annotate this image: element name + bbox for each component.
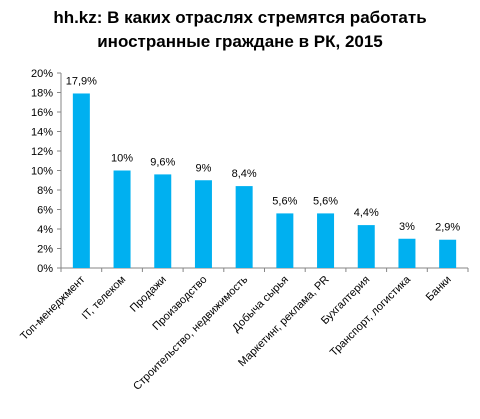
bar [317, 213, 335, 268]
y-tick-label: 6% [37, 205, 53, 217]
data-label: 10% [111, 153, 133, 165]
data-label: 9% [195, 162, 211, 174]
category-label: Транспорт, логистика [328, 273, 414, 359]
bar [235, 186, 253, 268]
category-label: Банки [424, 274, 454, 304]
chart-title-line-1: hh.kz: В каких отраслях стремятся работа… [53, 8, 427, 27]
bar [439, 239, 457, 268]
data-label: 3% [399, 221, 415, 233]
y-tick-label: 20% [31, 68, 53, 80]
chart-title: hh.kz: В каких отраслях стремятся работа… [0, 6, 480, 54]
chart-title-line-2: иностранные граждане в РК, 2015 [97, 32, 383, 51]
data-label: 2,9% [435, 222, 460, 234]
data-label: 5,6% [272, 195, 297, 207]
y-tick-label: 4% [37, 224, 53, 236]
category-label: Продажи [128, 274, 169, 315]
data-label: 4,4% [354, 207, 379, 219]
bar [357, 225, 375, 268]
y-tick-label: 8% [37, 185, 53, 197]
data-label: 5,6% [313, 195, 338, 207]
data-label: 9,6% [150, 156, 175, 168]
y-tick-label: 2% [37, 244, 53, 256]
bar [72, 93, 90, 268]
bar [154, 174, 172, 268]
bar [194, 180, 212, 268]
bar [113, 170, 131, 268]
y-tick-label: 18% [31, 88, 53, 100]
category-label: Топ-менеджмент [18, 274, 87, 343]
data-label: 8,4% [232, 168, 257, 180]
data-label: 17,9% [66, 75, 97, 87]
bar [276, 213, 294, 268]
y-tick-label: 12% [31, 146, 53, 158]
y-tick-label: 16% [31, 107, 53, 119]
bar [398, 238, 416, 268]
y-tick-label: 10% [31, 166, 53, 178]
category-label: IT, телеком [80, 274, 128, 322]
y-tick-label: 0% [37, 263, 53, 275]
y-tick-label: 14% [31, 127, 53, 139]
